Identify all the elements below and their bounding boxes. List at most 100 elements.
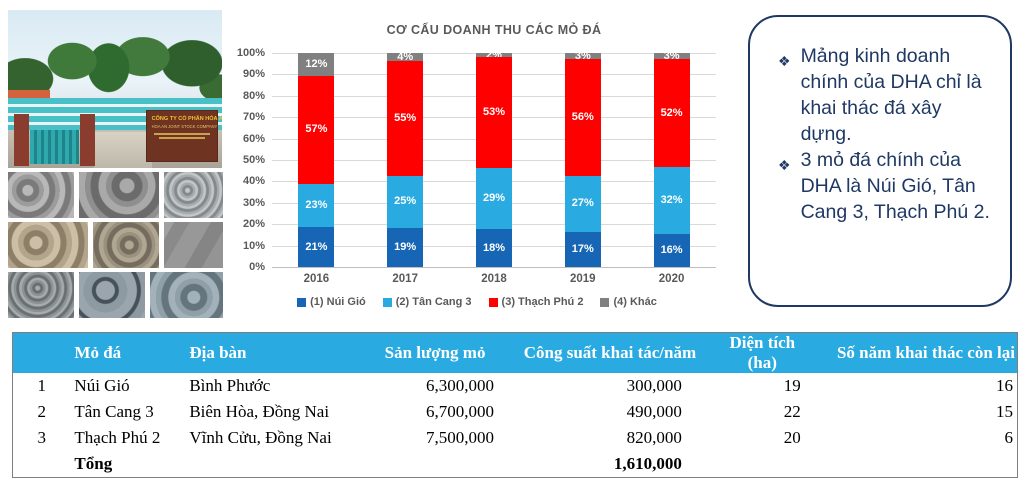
gate-pillar-image [14,114,29,166]
legend-label: (1) Núi Gió [310,296,366,308]
y-axis-tick-label: 50% [242,154,265,166]
rock-photo-grid [8,172,223,318]
diamond-bullet-icon: ❖ [778,157,791,173]
callout-bullet-text: Mảng kinh doanh chính của DHA chỉ là kha… [800,45,982,145]
bar-segment-value-label: 17% [571,242,594,255]
company-sign-name: CÔNG TY CỔ PHẦN HÓA AN [151,116,222,122]
table-cell: 3 [37,428,46,447]
callout-box: ❖ Mảng kinh doanh chính của DHA chỉ là kh… [748,15,1012,307]
bar-segment-value-label: 19% [394,240,417,253]
table-cell: 6 [1004,428,1014,447]
table-cell: Núi Gió [74,376,130,395]
bar-segment: 25% [387,175,424,228]
gate-image [30,130,79,164]
table-column-header: Công suất khai tác/năm [510,332,710,373]
bar-segment-value-label: 3% [663,49,680,62]
bar-segment: 18% [475,229,512,267]
table-row: 2 Tân Cang 3 Biên Hòa, Đồng Nai 6,700,000 49… [13,399,1018,425]
bar-segment: 29% [475,168,512,230]
y-axis-tick-label: 20% [242,218,265,231]
rock-photo [8,222,88,268]
table-cell: Thạch Phú 2 [74,428,161,447]
table-cell: 6,300,000 [426,376,494,395]
legend-item: (3) Thạch Phú 2 [488,296,584,308]
rock-photo [8,172,74,218]
y-axis-tick-label: 70% [242,111,265,124]
company-sign-english-name: HOA AN JOINT STOCK COMPANY [151,124,218,129]
bar-segment-value-label: 57% [305,123,328,136]
rock-photo [93,222,159,268]
rock-photo [150,272,223,318]
x-axis-year-label: 2017 [392,273,418,285]
y-axis-tick-label: 0% [249,261,265,273]
chart-legend: (1) Núi Gió (2) Tân Cang 3 (3) Thạch Phú 2… [230,296,724,308]
legend-item: (4) Khác [600,296,657,308]
bar-segment: 32% [653,167,690,234]
bar-segment-value-label: 16% [660,243,683,256]
company-sign: CÔNG TY CỔ PHẦN HÓA AN HOA AN JOINT STOC… [146,110,222,162]
bar-segment: 56% [564,59,601,176]
y-axis-tick-label: 90% [242,68,265,81]
y-axis-tick-label: 30% [242,196,265,209]
bar-segment-value-label: 4% [397,50,414,63]
bar-segment: 19% [387,227,424,267]
legend-item: (1) Núi Gió [297,296,366,308]
revenue-structure-chart: CƠ CẤU DOANH THU CÁC MỎ ĐÁ 100% 90% 80% 70%… [230,15,724,315]
bar-segment: 3% [653,49,690,62]
x-axis-year-label: 2019 [569,273,596,285]
table-cell: 19 [783,376,801,395]
stacked-bar-2019: 17% 27% 56% 3% [564,50,601,267]
bar-segment: 3% [564,50,601,61]
table-cell [710,451,815,477]
legend-color-swatch [297,297,307,307]
table-cell: 20 [783,428,801,447]
table-cell: 490,000 [626,402,682,421]
chart-x-axis: 2016 2017 2018 2019 2020 [272,273,716,285]
callout-bullet-text: 3 mỏ đá chính của DHA là Núi Gió, Tân Ca… [800,149,990,223]
stacked-bar-2020: 16% 32% 52% 3% [653,49,690,267]
legend-color-swatch [488,297,498,307]
bar-segment-value-label: 29% [482,192,505,205]
table-cell: 1 [37,376,46,395]
bar-segment-value-label: 32% [660,194,683,207]
legend-color-swatch [600,297,610,307]
x-axis-year-label: 2018 [481,273,507,285]
callout-bullet-list: ❖ Mảng kinh doanh chính của DHA chỉ là kh… [778,43,996,225]
bar-segment: 57% [298,75,335,184]
rock-photo [79,172,159,218]
bar-segment: 17% [564,231,601,267]
bar-segment-value-label: 18% [482,241,505,254]
stacked-bar-2017: 19% 25% 55% 4% [387,50,424,267]
table-cell: Bình Phước [189,376,271,395]
driveway-image [94,132,152,168]
bar-segment: 16% [653,233,690,267]
diamond-bullet-icon: ❖ [778,53,791,69]
table-column-header [12,332,71,373]
y-axis-tick-label: 80% [242,89,265,102]
table-cell: 6,700,000 [426,402,494,421]
stacked-bar-2018: 18% 29% 53% 2% [475,49,512,267]
legend-label: (3) Thạch Phú 2 [501,296,584,308]
y-axis-tick-label: 100% [236,47,265,59]
rock-photo [8,272,74,318]
table-column-header: Địa bàn [185,332,361,373]
bar-segment-value-label: 56% [571,110,594,123]
table-total-row: Tổng 1,610,000 [13,451,1018,477]
bar-segment: 53% [475,57,512,169]
bar-segment: 23% [298,183,335,228]
table-cell [13,451,71,477]
bar-segment: 55% [387,61,424,176]
callout-bullet: ❖ 3 mỏ đá chính của DHA là Núi Gió, Tân C… [778,147,996,225]
bar-segment-value-label: 12% [305,57,328,70]
bar-segment-value-label: 21% [305,240,328,253]
x-axis-year-label: 2020 [658,273,685,285]
y-axis-tick-label: 10% [242,239,265,252]
chart-title: CƠ CẤU DOANH THU CÁC MỎ ĐÁ [386,23,602,37]
bar-segment: 12% [298,53,335,76]
bar-segment: 2% [475,49,512,60]
table-row: 3 Thạch Phú 2 Vĩnh Cửu, Đồng Nai 7,500,000 8… [13,425,1018,451]
photo-column: CÔNG TY CỔ PHẦN HÓA AN HOA AN JOINT STOC… [8,10,223,318]
bar-segment: 4% [387,50,424,63]
legend-item: (2) Tân Cang 3 [382,296,472,308]
